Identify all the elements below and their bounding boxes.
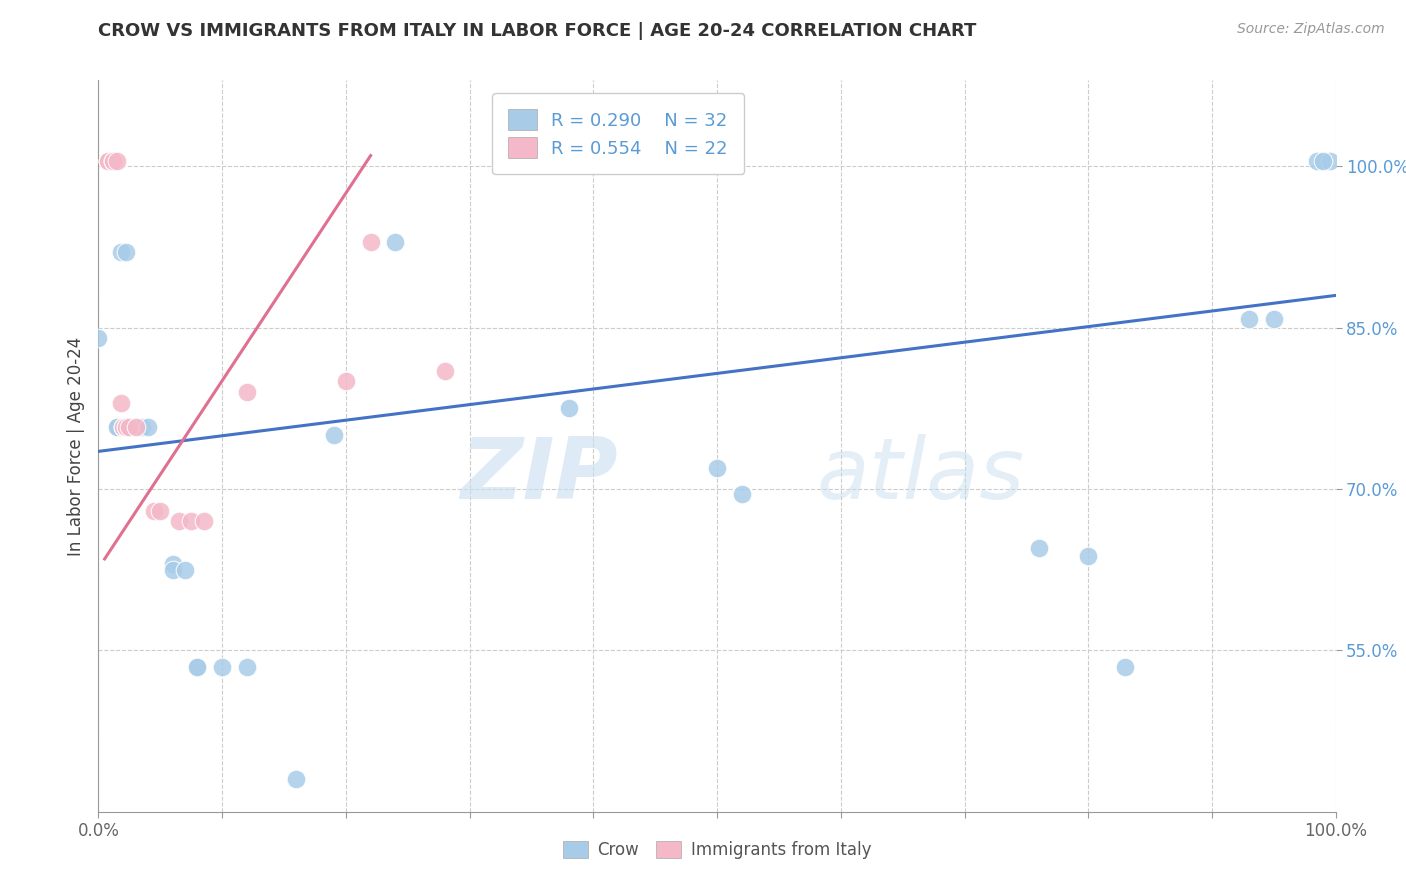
Point bbox=[285, 772, 308, 787]
Point bbox=[174, 563, 197, 577]
Point bbox=[124, 419, 146, 434]
Point bbox=[97, 153, 120, 168]
Point bbox=[731, 487, 754, 501]
Point bbox=[103, 153, 125, 168]
Point bbox=[180, 514, 202, 528]
Point bbox=[103, 153, 125, 168]
Point bbox=[149, 503, 172, 517]
Legend: Crow, Immigrants from Italy: Crow, Immigrants from Italy bbox=[555, 834, 879, 865]
Point bbox=[236, 385, 259, 400]
Point bbox=[143, 503, 166, 517]
Point bbox=[118, 419, 141, 434]
Point bbox=[114, 245, 136, 260]
Point bbox=[112, 419, 135, 434]
Point bbox=[1312, 153, 1334, 168]
Point bbox=[114, 419, 136, 434]
Point bbox=[1028, 541, 1050, 556]
Point bbox=[105, 419, 128, 434]
Text: ZIP: ZIP bbox=[460, 434, 619, 516]
Point bbox=[433, 364, 456, 378]
Point bbox=[335, 375, 357, 389]
Point bbox=[97, 153, 120, 168]
Point bbox=[557, 401, 579, 416]
Point bbox=[136, 419, 159, 434]
Point bbox=[162, 558, 184, 572]
Point bbox=[384, 235, 406, 249]
Point bbox=[193, 514, 215, 528]
Y-axis label: In Labor Force | Age 20-24: In Labor Force | Age 20-24 bbox=[66, 336, 84, 556]
Point bbox=[114, 419, 136, 434]
Point bbox=[103, 153, 125, 168]
Point bbox=[105, 419, 128, 434]
Point bbox=[110, 245, 132, 260]
Point bbox=[1319, 153, 1341, 168]
Point bbox=[97, 153, 120, 168]
Point bbox=[211, 659, 233, 673]
Text: CROW VS IMMIGRANTS FROM ITALY IN LABOR FORCE | AGE 20-24 CORRELATION CHART: CROW VS IMMIGRANTS FROM ITALY IN LABOR F… bbox=[98, 22, 977, 40]
Point bbox=[360, 235, 382, 249]
Point bbox=[162, 563, 184, 577]
Point bbox=[112, 419, 135, 434]
Point bbox=[87, 331, 110, 345]
Point bbox=[124, 419, 146, 434]
Point bbox=[1077, 549, 1099, 563]
Text: atlas: atlas bbox=[815, 434, 1024, 516]
Point bbox=[186, 659, 208, 673]
Point bbox=[1263, 312, 1285, 326]
Point bbox=[322, 428, 344, 442]
Point bbox=[118, 419, 141, 434]
Point bbox=[706, 460, 728, 475]
Point bbox=[131, 419, 153, 434]
Point bbox=[1114, 659, 1136, 673]
Point bbox=[110, 396, 132, 410]
Point bbox=[167, 514, 190, 528]
Point bbox=[186, 659, 208, 673]
Point bbox=[105, 153, 128, 168]
Text: Source: ZipAtlas.com: Source: ZipAtlas.com bbox=[1237, 22, 1385, 37]
Point bbox=[236, 659, 259, 673]
Point bbox=[112, 419, 135, 434]
Point bbox=[1306, 153, 1329, 168]
Point bbox=[1237, 312, 1260, 326]
